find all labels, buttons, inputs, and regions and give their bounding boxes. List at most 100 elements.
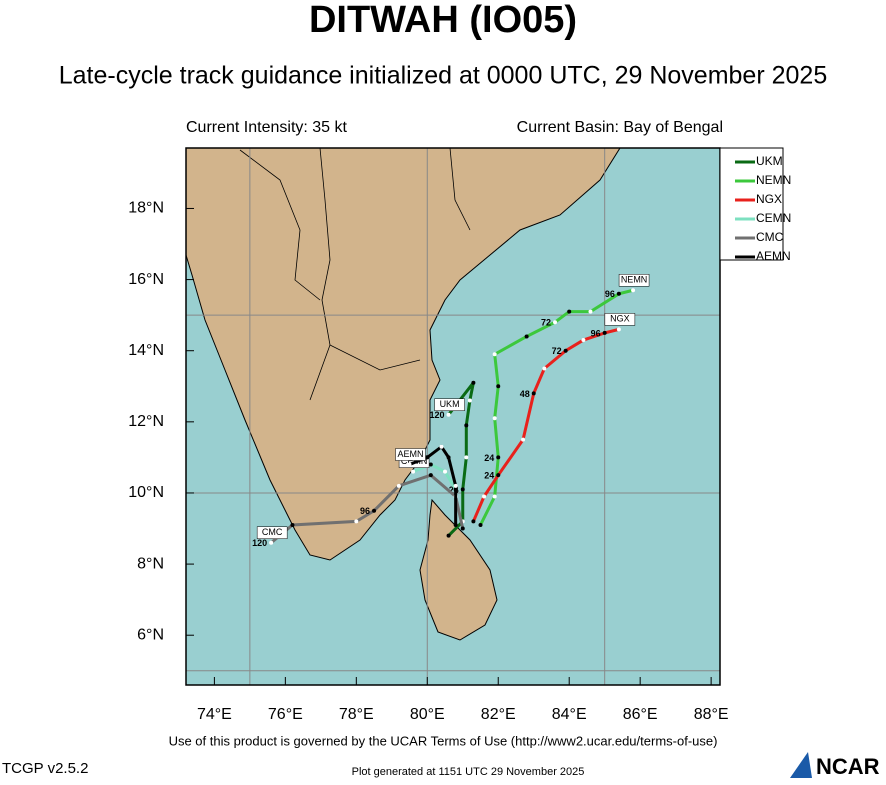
hour-label: 48 (520, 389, 530, 399)
lat-label: 16°N (128, 271, 164, 288)
track-point (411, 469, 416, 474)
track-point (453, 522, 458, 527)
hour-label: 24 (484, 471, 494, 481)
hour-label: 120 (430, 410, 445, 420)
hour-label: 96 (605, 289, 615, 299)
hour-label: 72 (552, 346, 562, 356)
hour-label: 96 (591, 328, 601, 338)
track-point (460, 526, 465, 531)
track-point (496, 473, 501, 478)
track-point (269, 540, 274, 545)
version: TCGP v2.5.2 (2, 760, 88, 777)
track-point (631, 288, 636, 293)
track-point (396, 483, 401, 488)
legend-label: UKM (756, 154, 783, 168)
track-point (439, 444, 444, 449)
track-point (531, 391, 536, 396)
track-point (563, 348, 568, 353)
track-point (428, 473, 433, 478)
model-tag-box (604, 313, 636, 326)
intensity: Current Intensity: 35 kt (186, 119, 348, 136)
track (412, 462, 457, 491)
track-point (496, 455, 501, 460)
logo-mark (790, 752, 812, 778)
track (479, 288, 634, 526)
track-point (425, 455, 430, 460)
legend-label: CEMN (756, 211, 791, 225)
model-tag-box (618, 274, 650, 287)
model-tag: NGX (610, 314, 630, 324)
track-point (553, 320, 558, 325)
legend-label: CMC (756, 230, 784, 244)
hour-label: 72 (541, 318, 551, 328)
track-point (471, 519, 476, 524)
track (472, 327, 620, 523)
model-tag: UKM (440, 399, 460, 409)
track-point (492, 494, 497, 499)
track-point (290, 522, 295, 527)
legend-label: NGX (756, 192, 782, 206)
model-tag: NEMN (621, 275, 648, 285)
track-point (471, 380, 476, 385)
lon-label: 82°E (481, 706, 516, 723)
track-point (467, 398, 472, 403)
track-point (354, 519, 359, 524)
legend-label: NEMN (756, 173, 791, 187)
lon-label: 84°E (552, 706, 587, 723)
track-point (581, 338, 586, 343)
lon-label: 86°E (623, 706, 658, 723)
lat-label: 10°N (128, 484, 164, 501)
title: DITWAH (IO05) (309, 0, 577, 41)
track-point (446, 455, 451, 460)
hour-label: 120 (252, 538, 267, 548)
track-point (482, 494, 487, 499)
track (447, 381, 475, 537)
lat-label: 14°N (128, 342, 164, 359)
lat-label: 6°N (137, 626, 164, 643)
hour-label: 96 (360, 506, 370, 516)
track-point (588, 309, 593, 314)
model-tag: AEMN (398, 449, 424, 459)
lat-label: 8°N (137, 555, 164, 572)
track-point (443, 469, 448, 474)
track-point (372, 508, 377, 513)
track-point (464, 455, 469, 460)
track-point (616, 327, 621, 332)
track-point (521, 437, 526, 442)
model-tag: CMC (262, 527, 283, 537)
lon-label: 78°E (339, 706, 374, 723)
lat-label: 12°N (128, 413, 164, 430)
lon-label: 88°E (694, 706, 729, 723)
map-frame (185, 147, 721, 686)
track-point (407, 462, 412, 467)
track-point (460, 487, 465, 492)
track-point (496, 384, 501, 389)
terms: Use of this product is governed by the U… (169, 733, 718, 748)
track (270, 473, 465, 544)
track-point (492, 416, 497, 421)
track-point (464, 423, 469, 428)
track-point (567, 309, 572, 314)
lat-label: 18°N (128, 200, 164, 217)
track-point (478, 522, 483, 527)
basin: Current Basin: Bay of Bengal (517, 119, 723, 136)
track-point (616, 291, 621, 296)
track-point (542, 366, 547, 371)
lon-label: 74°E (197, 706, 232, 723)
track-point (428, 462, 433, 467)
hour-label: 24 (484, 453, 494, 463)
track-point (524, 334, 529, 339)
model-tag-box (395, 448, 426, 461)
legend-label: AEMN (756, 249, 791, 263)
track-point (453, 483, 458, 488)
track-point (446, 533, 451, 538)
track-point (492, 352, 497, 357)
track-point (446, 412, 451, 417)
track-point (602, 330, 607, 335)
legend (719, 147, 784, 261)
subtitle: Late-cycle track guidance initialized at… (59, 62, 827, 90)
logo: NCAR (816, 754, 880, 779)
generated: Plot generated at 1151 UTC 29 November 2… (352, 766, 585, 778)
model-tag: CEMN (401, 456, 428, 466)
